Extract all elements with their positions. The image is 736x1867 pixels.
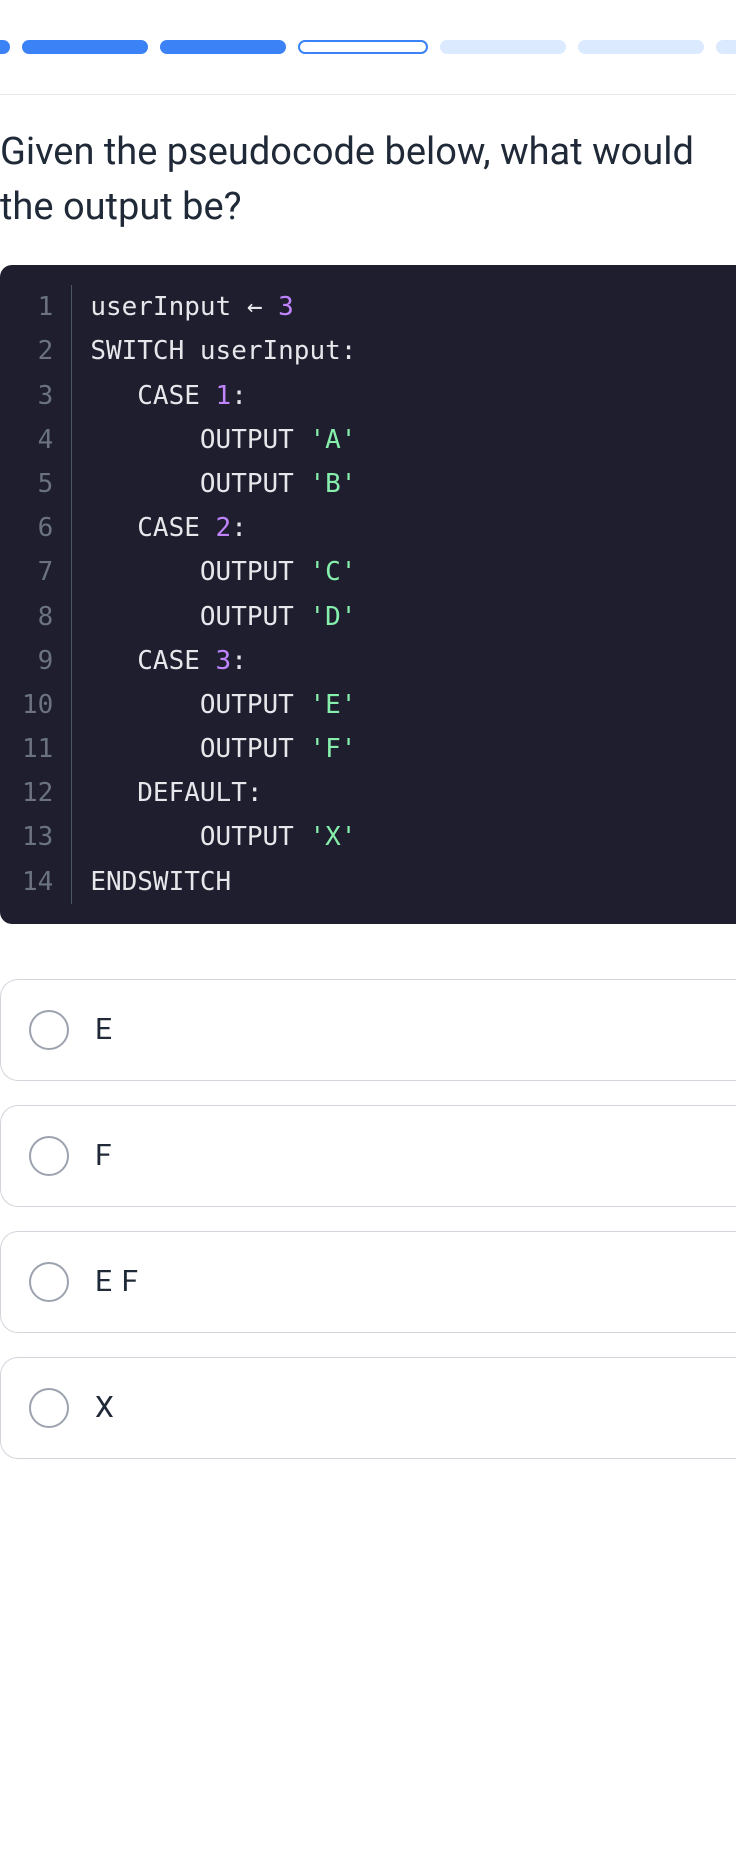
progress-segment [578,40,704,54]
answer-option-3[interactable]: X [0,1357,736,1459]
code-line: CASE 1: [90,374,356,418]
option-label: F [95,1138,113,1173]
code-line: DEFAULT: [90,771,356,815]
progress-segment [298,40,428,54]
code-token: OUTPUT [90,469,309,499]
progress-segment [716,40,736,54]
code-line: ENDSWITCH [90,860,356,904]
line-number: 11 [22,727,53,771]
code-line: OUTPUT 'X' [90,815,356,859]
code-token: OUTPUT [90,690,309,720]
line-number: 5 [22,462,53,506]
code-token: OUTPUT [90,602,309,632]
code-token: ← [247,292,278,322]
answer-option-0[interactable]: E [0,979,736,1081]
option-label: X [95,1390,115,1425]
question-text: Given the pseudocode below, what would t… [0,125,736,265]
code-line: OUTPUT 'E' [90,683,356,727]
code-token: OUTPUT [90,822,309,852]
line-number: 4 [22,418,53,462]
code-token: 3 [278,292,294,322]
code-line: userInput ← 3 [90,285,356,329]
line-number: 10 [22,683,53,727]
answer-option-1[interactable]: F [0,1105,736,1207]
answer-option-2[interactable]: E F [0,1231,736,1333]
code-token: 'D' [309,602,356,632]
progress-segment [160,40,286,54]
code-line: OUTPUT 'C' [90,550,356,594]
code-token: 'A' [309,425,356,455]
code-line: CASE 2: [90,506,356,550]
code-token: 'X' [309,822,356,852]
line-number: 6 [22,506,53,550]
code-token: OUTPUT [90,734,309,764]
code-token: 3 [216,646,232,676]
line-number: 8 [22,595,53,639]
option-label: E F [95,1264,139,1299]
line-number: 1 [22,285,53,329]
line-number: 12 [22,771,53,815]
code-token: : [231,513,247,543]
line-numbers: 1234567891011121314 [0,285,72,904]
code-line: OUTPUT 'F' [90,727,356,771]
progress-segment [440,40,566,54]
progress-bar [0,0,736,94]
progress-segment [0,40,10,54]
code-token: OUTPUT [90,425,309,455]
code-line: OUTPUT 'B' [90,462,356,506]
radio-icon[interactable] [29,1136,69,1176]
code-token: SWITCH userInput: [90,336,356,366]
line-number: 3 [22,374,53,418]
code-line: OUTPUT 'D' [90,595,356,639]
code-token: CASE [90,381,215,411]
code-token: userInput [90,292,247,322]
code-token: 'F' [309,734,356,764]
code-token: CASE [90,646,215,676]
option-label: E [95,1012,113,1047]
code-content: userInput ← 3 SWITCH userInput: CASE 1: O… [72,285,356,904]
line-number: 9 [22,639,53,683]
code-token: : [231,646,247,676]
code-line: CASE 3: [90,639,356,683]
code-token: CASE [90,513,215,543]
code-token: 'C' [309,557,356,587]
answer-options: E F E F X [0,979,736,1499]
code-token: 'B' [309,469,356,499]
progress-segment [22,40,148,54]
line-number: 14 [22,860,53,904]
code-token: 2 [216,513,232,543]
code-line: SWITCH userInput: [90,329,356,373]
divider [0,94,736,95]
code-token: : [231,381,247,411]
radio-icon[interactable] [29,1010,69,1050]
line-number: 13 [22,815,53,859]
code-token: ENDSWITCH [90,867,231,897]
radio-icon[interactable] [29,1388,69,1428]
code-token: 'E' [309,690,356,720]
line-number: 7 [22,550,53,594]
code-token: DEFAULT: [90,778,262,808]
code-token: 1 [216,381,232,411]
code-token: OUTPUT [90,557,309,587]
code-block: 1234567891011121314 userInput ← 3SWITCH … [0,265,736,924]
code-line: OUTPUT 'A' [90,418,356,462]
radio-icon[interactable] [29,1262,69,1302]
line-number: 2 [22,329,53,373]
